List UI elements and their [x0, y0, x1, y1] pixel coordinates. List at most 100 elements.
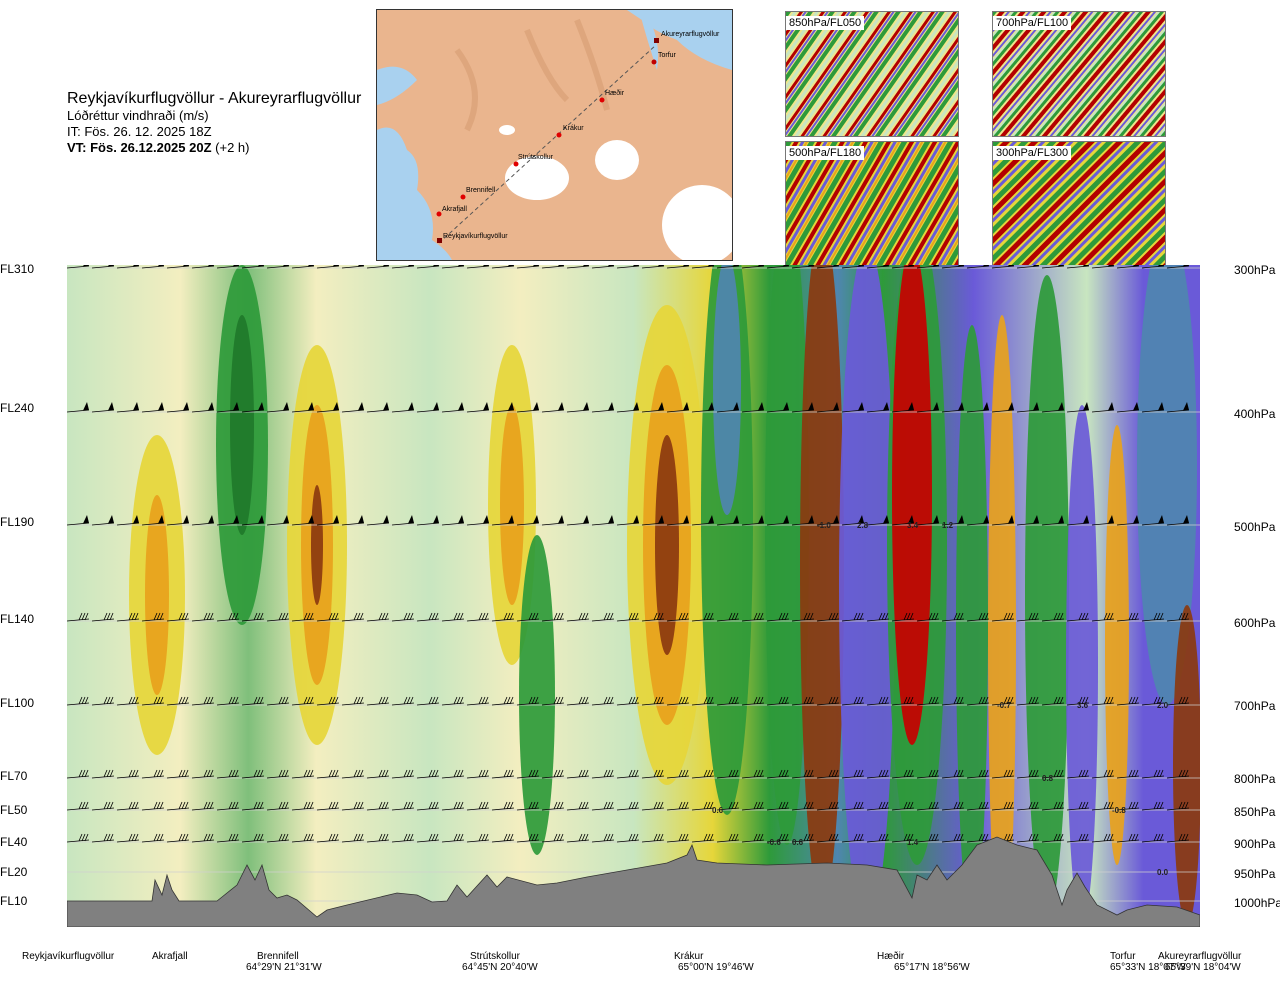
location-name: Strútskollur — [470, 951, 521, 962]
barb-pennant — [683, 265, 689, 267]
wind-barb — [616, 515, 640, 526]
barb-feather — [406, 696, 411, 705]
barb-feather — [406, 833, 411, 842]
barb-feather — [484, 612, 489, 621]
barb-feather — [378, 769, 383, 778]
barb-pennant — [1083, 515, 1089, 524]
wind-barb — [766, 696, 790, 706]
barb-feather — [359, 696, 364, 705]
barb-feather — [606, 801, 611, 810]
barb-feather — [1131, 769, 1136, 778]
barb-shaft — [766, 522, 790, 526]
wind-barb — [141, 515, 165, 526]
barb-feather — [1059, 696, 1064, 705]
barb-feather — [709, 769, 714, 778]
barb-feather — [731, 696, 736, 705]
barb-feather — [1081, 696, 1086, 705]
wind-barb — [641, 612, 665, 622]
barb-feather — [731, 769, 736, 778]
wind-barb — [166, 612, 190, 622]
wind-barb — [1091, 265, 1115, 269]
barb-feather — [184, 833, 189, 842]
barb-feather — [484, 801, 489, 810]
barb-feather — [109, 833, 114, 842]
barb-shaft — [1091, 265, 1115, 269]
barb-pennant — [908, 265, 914, 267]
barb-feather — [556, 833, 561, 842]
barb-feather — [509, 801, 514, 810]
barb-shaft — [616, 522, 640, 526]
barb-feather — [628, 612, 633, 621]
barb-shaft — [866, 522, 890, 526]
barb-feather — [953, 833, 958, 842]
barb-feather — [134, 612, 139, 621]
wind-barb — [891, 515, 915, 526]
wind-barb — [416, 769, 440, 779]
barb-feather — [478, 833, 483, 842]
mini-map-850-label: 850hPa/FL050 — [786, 16, 865, 30]
barb-feather — [509, 769, 514, 778]
wind-barb — [91, 801, 115, 811]
location-coord: 65°39'N 18°04'W — [1165, 962, 1241, 973]
parameter-label: Lóðréttur vindhraði (m/s) — [67, 108, 209, 123]
barb-feather — [731, 801, 736, 810]
barb-feather — [409, 769, 414, 778]
wind-barb — [866, 696, 890, 706]
barb-feather — [981, 696, 986, 705]
map-label-strutskollur: Strútskollur — [518, 154, 554, 161]
barb-feather — [328, 612, 333, 621]
wind-barb — [1091, 515, 1115, 526]
barb-feather — [856, 801, 861, 810]
barb-feather — [134, 769, 139, 778]
wind-barb — [516, 833, 540, 843]
barb-pennant — [958, 265, 964, 267]
wind-barb — [941, 402, 965, 413]
barb-feather — [703, 833, 708, 842]
barb-feather — [1134, 801, 1139, 810]
barb-pennant — [158, 402, 164, 411]
wind-barb — [616, 612, 640, 622]
barb-feather — [684, 696, 689, 705]
barb-feather — [678, 801, 683, 810]
barb-feather — [1081, 612, 1086, 621]
wind-barb — [691, 612, 715, 622]
wind-barb — [1116, 769, 1140, 779]
barb-feather — [109, 696, 114, 705]
barb-feather — [456, 801, 461, 810]
barb-feather — [78, 801, 83, 810]
barb-feather — [328, 801, 333, 810]
barb-feather — [578, 769, 583, 778]
barb-feather — [853, 769, 858, 778]
barb-feather — [1181, 769, 1186, 778]
barb-feather — [309, 833, 314, 842]
barb-shaft — [466, 265, 490, 269]
barb-feather — [734, 769, 739, 778]
barb-feather — [306, 769, 311, 778]
wind-barb — [791, 515, 815, 526]
barb-pennant — [383, 515, 389, 524]
wind-barb — [716, 612, 740, 622]
barb-feather — [934, 696, 939, 705]
wind-barb — [816, 801, 840, 811]
wind-barb — [1141, 402, 1165, 413]
barb-feather — [1081, 769, 1086, 778]
wind-barb — [141, 769, 165, 779]
barb-feather — [981, 833, 986, 842]
barb-feather — [909, 696, 914, 705]
barb-feather — [903, 833, 908, 842]
barb-feather — [203, 801, 208, 810]
barb-shaft — [716, 265, 740, 269]
barb-feather — [681, 833, 686, 842]
barb-feather — [1103, 696, 1108, 705]
barb-feather — [978, 801, 983, 810]
hpa-label-850: 850hPa — [1234, 805, 1276, 819]
wind-barb — [266, 515, 290, 526]
hpa-label-400: 400hPa — [1234, 407, 1276, 421]
barb-feather — [481, 801, 486, 810]
wind-barb — [466, 833, 490, 843]
barb-pennant — [533, 265, 539, 267]
barb-shaft — [1141, 265, 1165, 269]
barb-feather — [1003, 801, 1008, 810]
barb-pennant — [433, 265, 439, 267]
barb-shaft — [691, 265, 715, 269]
